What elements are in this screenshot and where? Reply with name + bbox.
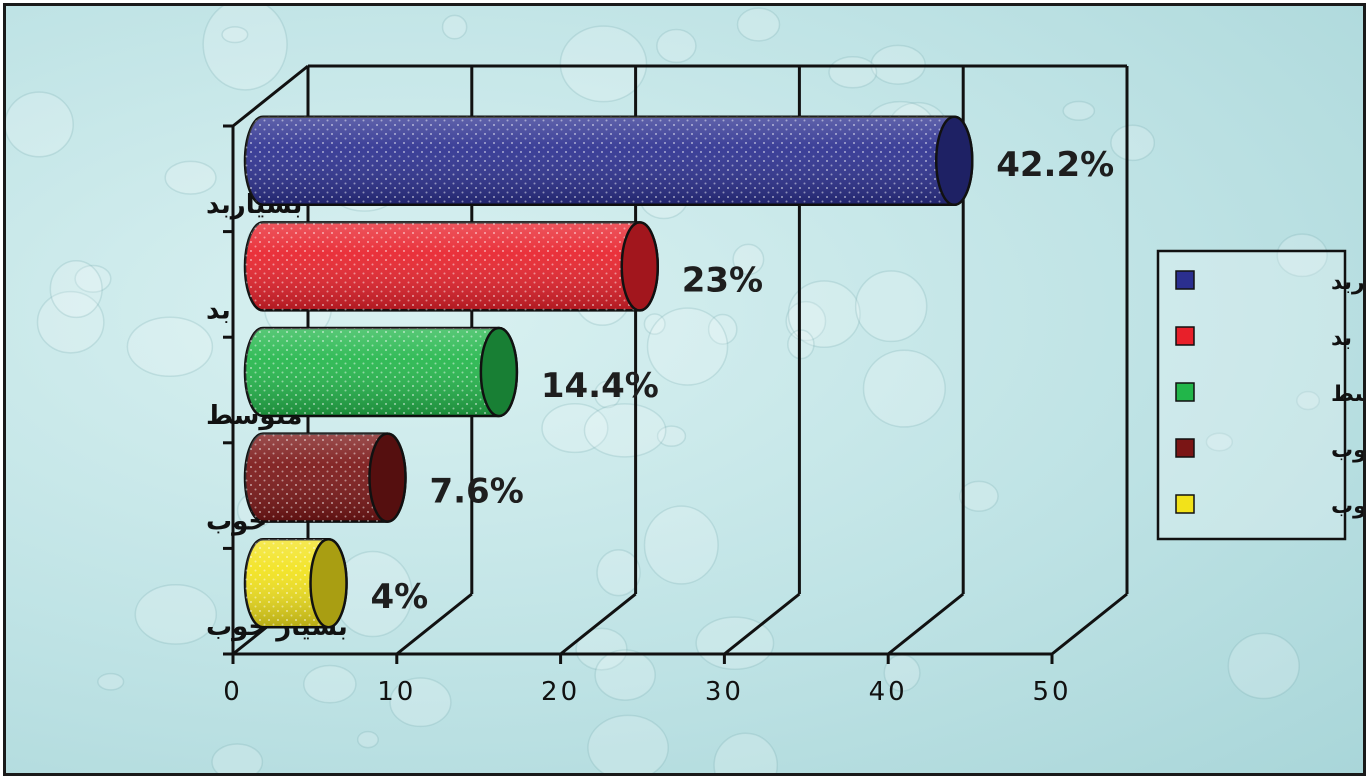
bar: [243, 115, 974, 207]
bar-end-cap: [479, 326, 519, 418]
legend-swatch: [1175, 494, 1195, 514]
bars-group: 42.2% 23% 14.4% 7.6% 4%: [243, 115, 1114, 629]
legend-swatch: [1175, 438, 1195, 458]
x-tick-label: 0: [223, 677, 243, 707]
legend-swatch: [1175, 326, 1195, 346]
legend-swatch: [1175, 382, 1195, 402]
bar: [243, 537, 348, 629]
legend-label: متوسط: [1331, 382, 1363, 407]
bar-chart: 0 10 20 30 40 50 بسیاربد بد متوسط خوب بسیار خوب 42…: [6, 6, 1363, 773]
bar-texture: [245, 433, 406, 522]
legend-swatch: [1175, 270, 1195, 290]
x-tick-label: 20: [541, 677, 580, 707]
gridline-floor: [1051, 592, 1128, 656]
gridline-floor: [395, 592, 473, 656]
bar-end-cap: [368, 432, 407, 523]
data-label: 23%: [682, 260, 763, 300]
bar-end-cap: [934, 115, 974, 207]
x-tick-label: 50: [1032, 677, 1071, 707]
gridline-floor: [723, 592, 801, 656]
legend-label: بد: [1331, 326, 1352, 351]
data-label: 42.2%: [996, 145, 1114, 185]
bar: [243, 432, 407, 523]
y-category-label: بد: [206, 295, 231, 325]
bar: [243, 326, 519, 418]
data-label: 14.4%: [541, 366, 659, 406]
x-tick-label: 30: [705, 677, 744, 707]
bar-texture: [245, 222, 658, 311]
gridline-floor: [887, 592, 965, 656]
bar-texture: [245, 328, 517, 416]
left-wall-top: [232, 64, 309, 128]
bar: [243, 221, 659, 312]
legend-label: بسیار خوب: [1331, 494, 1363, 519]
bar-end-cap: [620, 221, 659, 312]
legend: بسیاربد بد متوسط خوب بسیار خوب: [1156, 249, 1363, 541]
data-label: 4%: [371, 577, 429, 617]
gridline-floor: [559, 592, 637, 656]
data-label: 7.6%: [429, 472, 523, 512]
chart-frame: 0 10 20 30 40 50 بسیاربد بد متوسط خوب بسیار خوب 42…: [3, 3, 1366, 776]
legend-label: خوب: [1331, 438, 1363, 463]
bar-texture: [245, 116, 973, 205]
x-tick-label: 10: [377, 677, 416, 707]
legend-label: بسیاربد: [1331, 270, 1363, 295]
bar-end-cap: [309, 537, 348, 629]
x-tick-label: 40: [869, 677, 908, 707]
